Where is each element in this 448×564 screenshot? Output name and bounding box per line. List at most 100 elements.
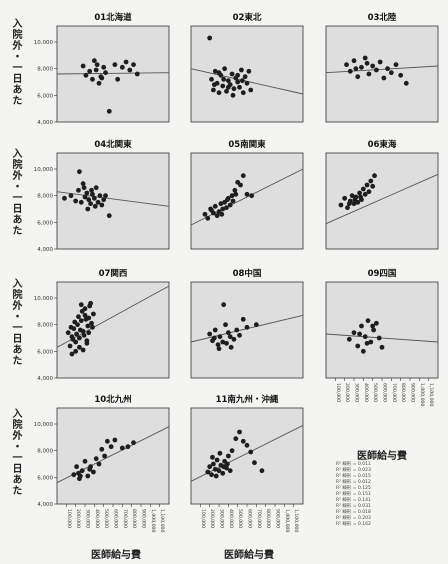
data-point bbox=[220, 339, 226, 345]
regression-line bbox=[56, 285, 170, 348]
data-point bbox=[227, 202, 233, 208]
y-tick-label: 8,000 bbox=[37, 194, 53, 200]
data-point bbox=[244, 80, 250, 86]
panel-plot-area bbox=[190, 25, 304, 123]
data-point bbox=[362, 334, 368, 340]
panel-5: 05南関東 bbox=[190, 139, 304, 250]
data-point bbox=[370, 183, 376, 189]
data-point bbox=[248, 87, 254, 93]
x-tick-label: 100,000 bbox=[335, 383, 341, 402]
data-point bbox=[338, 202, 344, 208]
x-tick-label: 1,100,000 bbox=[293, 509, 299, 532]
y-tick-label: 4,000 bbox=[37, 502, 53, 508]
data-point bbox=[229, 71, 235, 77]
legend-entry: R² 線形 = 0.015 bbox=[336, 474, 371, 479]
data-point bbox=[221, 464, 227, 470]
data-point bbox=[95, 199, 101, 205]
data-point bbox=[78, 318, 84, 324]
data-point bbox=[90, 191, 95, 197]
legend-entry: R² 線形 = 0.023 bbox=[336, 468, 371, 473]
data-point bbox=[225, 84, 231, 90]
data-point bbox=[69, 334, 75, 340]
data-point bbox=[237, 429, 242, 435]
data-point bbox=[365, 318, 371, 324]
panel-7: 07関西 4,000 6,000 8,000 10,000 bbox=[34, 268, 170, 382]
x-tick-label: 200,000 bbox=[75, 509, 81, 528]
data-point bbox=[84, 340, 90, 346]
x-tick-label: 600,000 bbox=[113, 509, 119, 528]
data-point bbox=[87, 466, 93, 472]
x-tick-label: 100,000 bbox=[66, 509, 72, 528]
data-point bbox=[112, 437, 118, 443]
y-axis-title-row-1: 入院外・一日あた bbox=[10, 18, 21, 106]
data-point bbox=[217, 334, 223, 340]
data-point bbox=[240, 90, 246, 96]
data-point bbox=[249, 193, 255, 199]
data-point bbox=[360, 348, 366, 354]
x-tick-label: 1,100,000 bbox=[159, 509, 165, 532]
x-tick-label: 300,000 bbox=[219, 509, 225, 528]
data-point bbox=[244, 324, 250, 330]
panel-4: 04北関東 4,000 6,000 8,000 10,000 bbox=[34, 139, 170, 253]
data-point bbox=[85, 323, 91, 329]
data-point bbox=[233, 191, 239, 197]
x-tick-label: 700,000 bbox=[122, 509, 128, 528]
x-tick-label: 700,000 bbox=[391, 383, 397, 402]
x-tick-label: 900,000 bbox=[275, 509, 281, 528]
data-point bbox=[253, 322, 259, 328]
y-tick-label: 6,000 bbox=[37, 93, 53, 99]
legend-entry: R² 線形 = 0.141 bbox=[336, 498, 371, 503]
data-point bbox=[82, 312, 88, 318]
data-point bbox=[385, 66, 390, 72]
x-tick-label: 300,000 bbox=[354, 383, 360, 402]
data-point bbox=[398, 72, 404, 78]
data-point bbox=[235, 79, 241, 85]
data-point bbox=[372, 173, 377, 179]
data-point bbox=[103, 193, 108, 199]
data-point bbox=[360, 186, 366, 192]
data-point bbox=[94, 62, 100, 68]
data-point bbox=[131, 440, 136, 446]
x-tick-label: 500,000 bbox=[237, 509, 243, 528]
data-point bbox=[351, 201, 357, 207]
data-point bbox=[225, 197, 230, 203]
data-point bbox=[68, 193, 74, 199]
data-point bbox=[220, 470, 226, 476]
legend-entry: R² 線形 = 0.162 bbox=[336, 522, 371, 527]
y-tick-label: 4,000 bbox=[37, 247, 53, 253]
data-point bbox=[112, 62, 118, 68]
panel-plot-area bbox=[325, 25, 439, 123]
x-tick-label: 900,000 bbox=[141, 509, 147, 528]
data-point bbox=[90, 76, 95, 82]
data-point bbox=[90, 324, 95, 330]
data-point bbox=[101, 64, 107, 70]
data-point bbox=[212, 466, 218, 472]
data-point bbox=[78, 302, 84, 308]
y-tick-label: 10,000 bbox=[34, 40, 54, 46]
data-point bbox=[364, 340, 370, 346]
panel-2: 02東北 bbox=[190, 12, 304, 123]
data-point bbox=[207, 331, 213, 337]
data-point bbox=[246, 68, 252, 74]
y-tick-label: 6,000 bbox=[37, 220, 53, 226]
data-point bbox=[89, 320, 94, 326]
data-point bbox=[80, 63, 86, 69]
data-point bbox=[355, 74, 361, 80]
data-point bbox=[229, 193, 235, 199]
data-point bbox=[87, 68, 93, 74]
regression-line bbox=[56, 191, 170, 207]
data-point bbox=[225, 453, 231, 459]
data-point bbox=[82, 458, 88, 464]
data-point bbox=[73, 339, 79, 345]
panel-3: 03北陸 bbox=[325, 12, 439, 123]
data-point bbox=[103, 70, 108, 76]
data-point bbox=[259, 468, 265, 474]
data-point bbox=[93, 456, 99, 462]
x-axis-title-col-3: 医師給与費 bbox=[357, 451, 407, 462]
data-point bbox=[353, 66, 359, 72]
data-point bbox=[217, 450, 223, 456]
y-axis-title-row-4: 入院外・一日あた bbox=[10, 408, 21, 496]
x-tick-label: 900,000 bbox=[410, 383, 416, 402]
y-tick-label: 8,000 bbox=[37, 323, 53, 329]
